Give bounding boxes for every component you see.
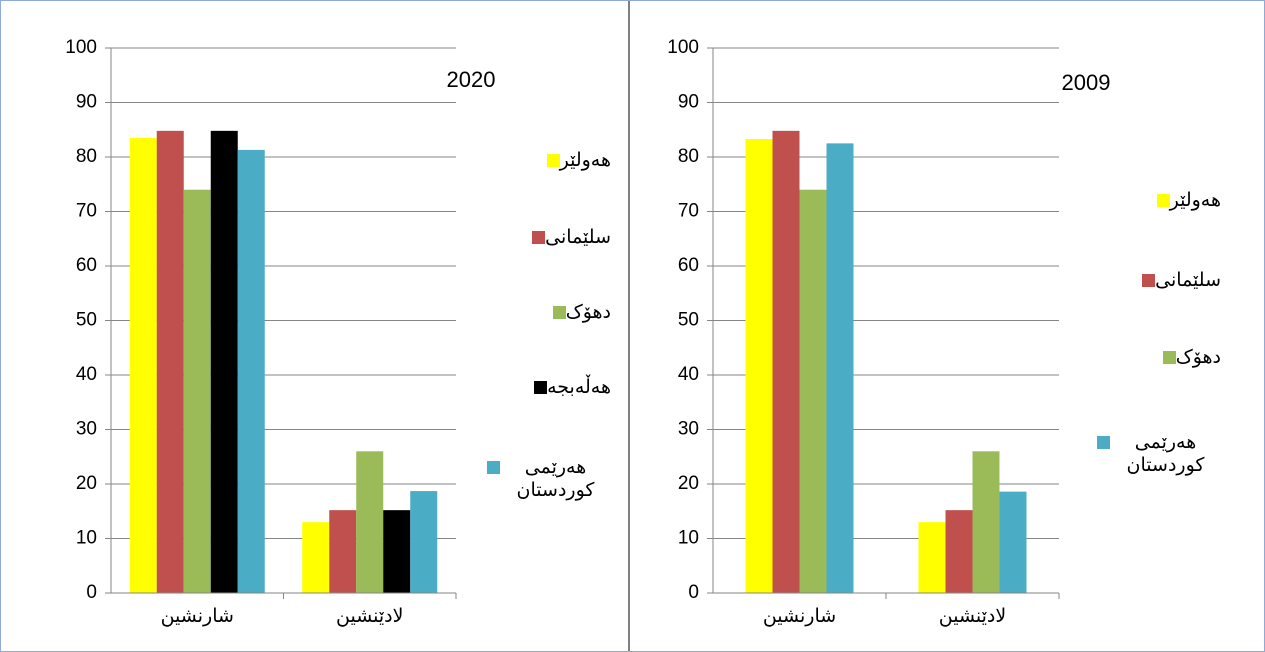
y-tick-label: 20	[678, 473, 699, 494]
y-tick-label: 100	[667, 37, 699, 58]
y-tick-label: 10	[76, 528, 97, 549]
legend-label: سلێمانی	[545, 227, 611, 248]
y-tick-label: 80	[76, 146, 97, 167]
legend-swatch	[546, 154, 560, 167]
bar	[972, 451, 1000, 593]
x-tick-label: لادێنشین	[939, 606, 1006, 627]
chart-title: 2020	[447, 67, 496, 92]
y-tick-label: 100	[65, 37, 97, 58]
y-tick-label: 0	[86, 582, 97, 603]
legend-item: هەولێر	[1091, 189, 1221, 212]
legend-swatch	[1162, 351, 1176, 364]
y-tick-label: 30	[678, 419, 699, 440]
y-tick-label: 70	[678, 201, 699, 222]
legend-label: هەولێر	[1169, 190, 1221, 211]
legend-label: دهۆک	[1175, 347, 1221, 368]
legend-label: هەڵەبجە	[547, 377, 611, 398]
x-tick-label: شارنشین	[161, 606, 234, 627]
legend-item: سلێمانی	[481, 226, 611, 249]
y-tick-label: 60	[76, 255, 97, 276]
bar	[129, 137, 157, 594]
bar	[826, 143, 854, 593]
legend-label: سلێمانی	[1155, 270, 1221, 291]
legend-label: هەولێر	[559, 150, 611, 171]
y-tick-label: 70	[76, 201, 97, 222]
y-tick-label: 0	[688, 582, 699, 603]
legend-label: دهۆک	[565, 302, 611, 323]
legend-swatch	[1097, 436, 1110, 449]
legend-label: هەرێمی کوردستان	[516, 457, 595, 501]
bar	[745, 139, 773, 593]
y-tick-label: 80	[678, 146, 699, 167]
legend-label: هەرێمی کوردستان	[1126, 432, 1205, 476]
bar	[210, 130, 238, 593]
bar	[183, 189, 211, 593]
legend-swatch	[532, 231, 546, 244]
bar	[799, 189, 827, 593]
y-tick-label: 20	[76, 473, 97, 494]
bar	[945, 510, 973, 593]
bar	[383, 510, 411, 593]
bar	[999, 491, 1027, 593]
x-tick-label: شارنشین	[763, 606, 836, 627]
y-tick-label: 60	[678, 255, 699, 276]
legend-swatch	[1142, 274, 1156, 287]
y-tick-label: 30	[76, 419, 97, 440]
bar	[156, 130, 184, 593]
legend-item: هەرێمی کوردستان	[481, 456, 611, 502]
bar	[918, 522, 946, 593]
y-tick-label: 10	[678, 528, 699, 549]
bar	[329, 510, 357, 593]
legend-item: سلێمانی	[1091, 269, 1221, 292]
legend-item: دهۆک	[1091, 346, 1221, 369]
bar	[302, 522, 330, 593]
bar	[237, 149, 265, 594]
bar	[410, 491, 438, 593]
y-tick-label: 50	[678, 310, 699, 331]
legend-item: هەرێمی کوردستان	[1091, 431, 1221, 477]
legend-item: هەولێر	[481, 149, 611, 172]
legend-item: هەڵەبجە	[481, 376, 611, 399]
legend-swatch	[1156, 194, 1170, 207]
y-tick-label: 40	[678, 364, 699, 385]
bar	[772, 130, 800, 593]
bar	[356, 451, 384, 593]
legend-item: دهۆک	[481, 301, 611, 324]
legend-swatch	[534, 381, 548, 394]
y-tick-label: 90	[678, 92, 699, 113]
legend-swatch	[552, 306, 566, 319]
y-tick-label: 90	[76, 92, 97, 113]
y-tick-label: 40	[76, 364, 97, 385]
y-tick-label: 50	[76, 310, 97, 331]
chart-title: 2009	[1062, 70, 1111, 95]
legend-swatch	[487, 461, 500, 474]
x-tick-label: لادێنشین	[336, 606, 403, 627]
